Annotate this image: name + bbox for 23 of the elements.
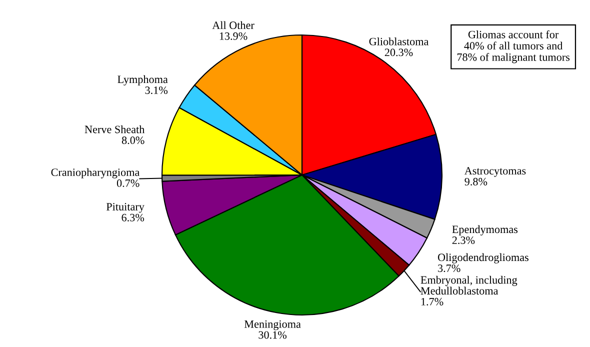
data-label: 0.7%: [116, 179, 140, 187]
data-label: 13.9%: [220, 32, 248, 40]
data-label: 3.1%: [145, 86, 168, 94]
slice-label: All Other: [212, 21, 254, 30]
slice-label: Pituitary: [106, 203, 144, 213]
data-label: 8.0%: [122, 136, 144, 144]
slice-label: Astrocytomas: [464, 167, 526, 177]
data-label: 6.3%: [122, 214, 144, 222]
slice-label: Ependymomas: [452, 225, 518, 236]
slice-label: Craniopharyngioma: [51, 168, 140, 178]
slice-label: Nerve Sheath: [84, 125, 145, 134]
data-label: 30.1%: [258, 331, 287, 339]
data-label: 1.7%: [421, 298, 444, 306]
data-label: 9.8%: [464, 178, 488, 186]
data-label: 2.3%: [452, 236, 475, 244]
slice-label: Glioblastoma: [369, 37, 429, 46]
slice-label: Meningioma: [244, 320, 301, 330]
slice-label: Lymphoma: [118, 75, 168, 86]
slice-label: Embryonal, including Medulloblastoma: [420, 276, 518, 295]
data-label: 20.3%: [384, 48, 413, 56]
data-label: 3.7%: [438, 264, 460, 272]
text: Gliomas account for 40% of all tumors and 78% of malignant tumors: [457, 30, 570, 64]
slice-label: Oligodendrogliomas: [438, 253, 528, 264]
